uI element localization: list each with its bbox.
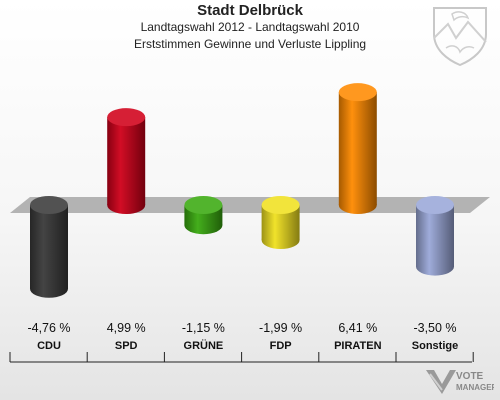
- bars: [30, 83, 454, 298]
- logo-text-manager: MANAGER: [456, 383, 494, 392]
- category-label: GRÜNE: [184, 339, 224, 352]
- bar-sonstige: [416, 196, 454, 276]
- coat-of-arms-icon: [433, 7, 487, 67]
- value-label: -3,50 %: [413, 321, 456, 335]
- value-label: -4,76 %: [27, 321, 70, 335]
- vote-manager-logo: VOTE MANAGER: [426, 370, 494, 394]
- category-axis: [9, 352, 474, 363]
- category-label: Sonstige: [412, 340, 458, 352]
- chart-subtitle-election: Landtagswahl 2012 - Landtagswahl 2010: [140, 20, 360, 34]
- value-label: -1,99 %: [259, 321, 302, 335]
- category-label: CDU: [37, 340, 61, 352]
- logo-text-vote: VOTE: [456, 371, 484, 382]
- bar-piraten: [338, 83, 377, 214]
- value-label: 6,41 %: [338, 321, 377, 335]
- value-label: 4,99 %: [107, 321, 146, 335]
- bar-fdp: [261, 196, 300, 250]
- value-label: -1,15 %: [182, 321, 225, 335]
- bar-cdu: [30, 196, 68, 298]
- category-label: PIRATEN: [334, 340, 382, 352]
- chart-title: Stadt Delbrück: [197, 2, 303, 19]
- category-label: SPD: [115, 340, 138, 352]
- bar-spd: [107, 108, 146, 214]
- value-labels: -4,76 % CDU 4,99 % SPD -1,15 % GRÜNE -1,99 % FD…: [27, 321, 458, 352]
- chart-subtitle-district: Erststimmen Gewinne und Verluste Lipplin…: [133, 37, 367, 51]
- bar-grüne: [184, 196, 223, 235]
- category-label: FDP: [270, 340, 292, 352]
